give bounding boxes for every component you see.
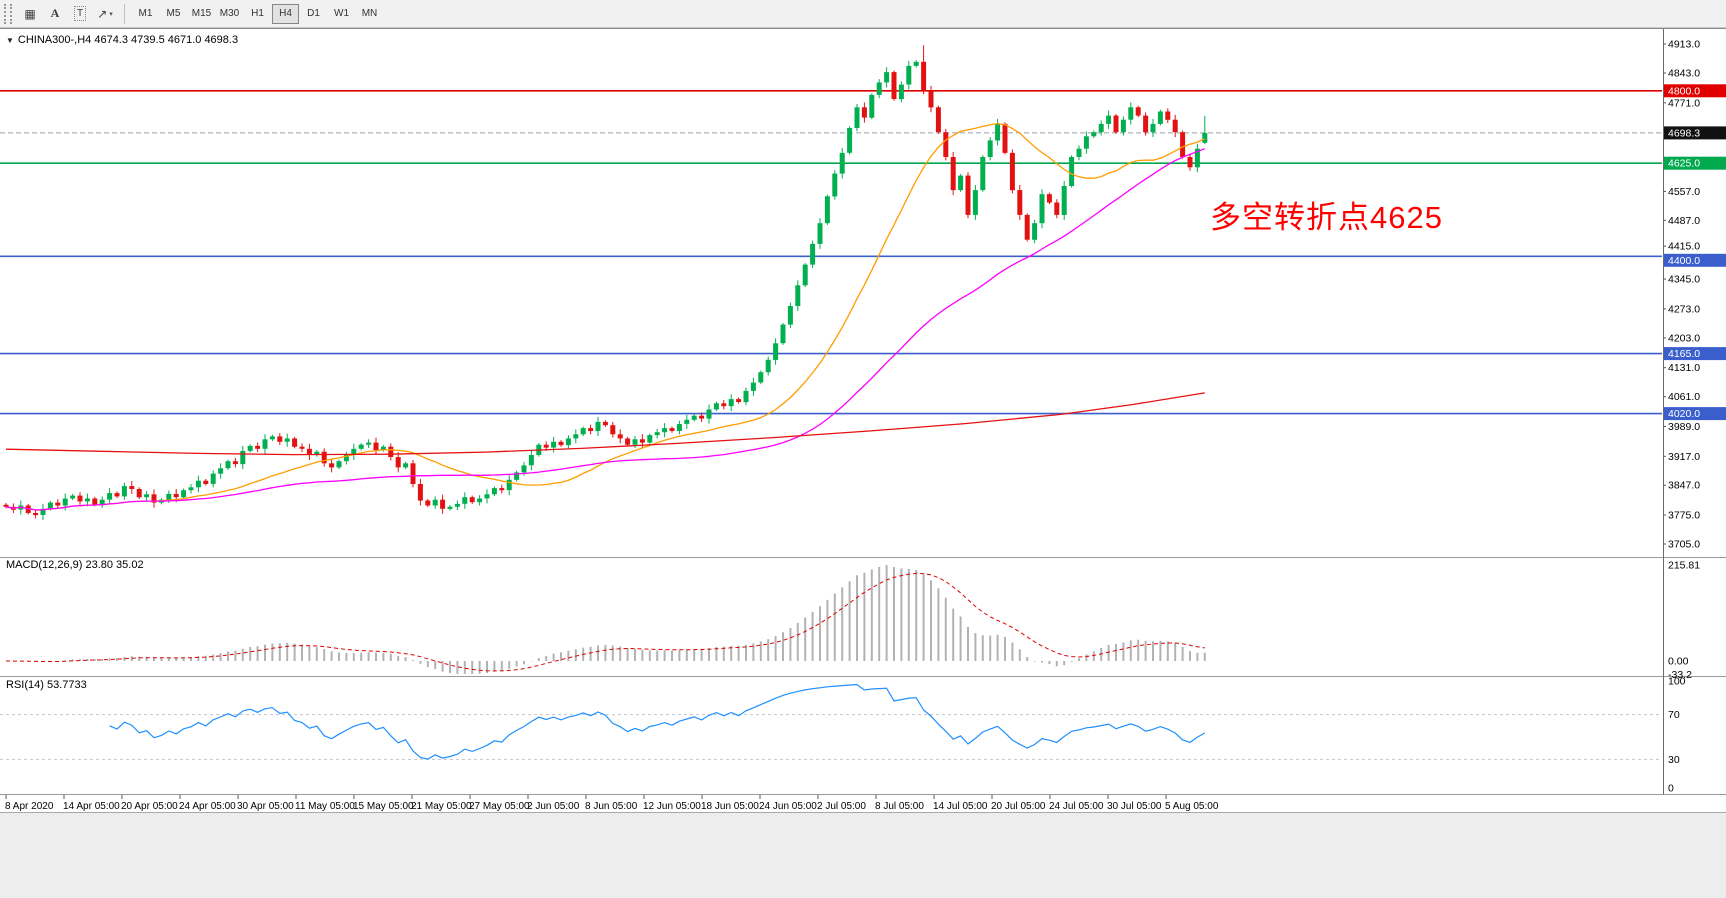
svg-text:30: 30: [1668, 754, 1680, 766]
text-annotation-tool-icon: A: [50, 6, 60, 20]
svg-text:24 Jun 05:00: 24 Jun 05:00: [759, 801, 817, 812]
svg-text:21 May 05:00: 21 May 05:00: [411, 801, 472, 812]
rsi-label: RSI(14) 53.7733: [6, 679, 87, 691]
svg-text:4415.0: 4415.0: [1668, 241, 1700, 253]
timeframe-m5-button[interactable]: M5: [166, 8, 181, 19]
svg-text:4557.0: 4557.0: [1668, 186, 1700, 198]
svg-text:3705.0: 3705.0: [1668, 539, 1700, 551]
drawing-tools-group: ▦ A T ↗ ▾: [18, 3, 117, 24]
toolbar-grip[interactable]: [4, 3, 12, 24]
arrow-draw-tool-icon: ↗: [97, 6, 108, 21]
svg-text:14 Apr 05:00: 14 Apr 05:00: [63, 801, 120, 812]
timeframe-m30-button[interactable]: M30: [219, 8, 240, 19]
chart-canvas[interactable]: 4913.0 4843.0 4771.0 4557.0 4487.0 4415.0 4345…: [0, 28, 1726, 812]
chevron-down-icon: ▾: [109, 10, 113, 18]
timeframe-group: M1 M5 M15 M30 H1 H4 D1 W1 MN: [132, 3, 383, 24]
timeframe-m1-button[interactable]: M1: [138, 8, 153, 19]
symbol-info[interactable]: ▼ CHINA300-,H4 4674.3 4739.5 4671.0 4698.…: [6, 34, 238, 46]
svg-text:4020.0: 4020.0: [1668, 408, 1700, 420]
macd-pane: 215.81 0.00-33.2: [5, 560, 1700, 681]
bottom-panel: [0, 812, 1726, 898]
svg-text:18 Jun 05:00: 18 Jun 05:00: [701, 801, 759, 812]
time-axis: 8 Apr 2020 14 Apr 05:00 20 Apr 05:00 24 Apr…: [5, 795, 1219, 812]
text-box-tool-button[interactable]: T: [68, 3, 92, 24]
svg-text:4698.3: 4698.3: [1668, 127, 1700, 139]
timeframe-h4-button[interactable]: H4: [272, 3, 299, 24]
svg-text:2 Jun 05:00: 2 Jun 05:00: [527, 801, 580, 812]
svg-text:4131.0: 4131.0: [1668, 362, 1700, 374]
candlesticks: [3, 45, 1208, 520]
svg-text:3847.0: 3847.0: [1668, 480, 1700, 492]
svg-text:4203.0: 4203.0: [1668, 332, 1700, 344]
svg-text:3775.0: 3775.0: [1668, 510, 1700, 522]
svg-text:8 Jul 05:00: 8 Jul 05:00: [875, 801, 924, 812]
svg-text:14 Jul 05:00: 14 Jul 05:00: [933, 801, 988, 812]
svg-text:4400.0: 4400.0: [1668, 255, 1700, 267]
svg-text:4843.0: 4843.0: [1668, 68, 1700, 80]
svg-text:12 Jun 05:00: 12 Jun 05:00: [643, 801, 701, 812]
svg-text:24 Apr 05:00: 24 Apr 05:00: [179, 801, 236, 812]
text-box-tool-icon: T: [73, 6, 87, 21]
rsi-pane: 100 70 30 0: [0, 676, 1686, 795]
svg-text:20 Apr 05:00: 20 Apr 05:00: [121, 801, 178, 812]
svg-text:100: 100: [1668, 676, 1686, 688]
svg-text:4345.0: 4345.0: [1668, 274, 1700, 286]
svg-text:-33.2: -33.2: [1668, 669, 1692, 681]
macd-label: MACD(12,26,9) 23.80 35.02: [6, 559, 144, 571]
svg-text:3989.0: 3989.0: [1668, 421, 1700, 433]
svg-text:11 May 05:00: 11 May 05:00: [295, 801, 355, 812]
svg-text:20 Jul 05:00: 20 Jul 05:00: [991, 801, 1046, 812]
svg-text:2 Jul 05:00: 2 Jul 05:00: [817, 801, 866, 812]
timeframe-d1-button[interactable]: D1: [307, 8, 320, 19]
svg-text:4487.0: 4487.0: [1668, 215, 1700, 227]
arrow-draw-tool-button[interactable]: ↗ ▾: [93, 3, 117, 24]
svg-text:4800.0: 4800.0: [1668, 85, 1700, 97]
timeframe-w1-button[interactable]: W1: [334, 8, 349, 19]
svg-text:4273.0: 4273.0: [1668, 303, 1700, 315]
svg-text:15 May 05:00: 15 May 05:00: [353, 801, 414, 812]
svg-text:3917.0: 3917.0: [1668, 451, 1700, 463]
timeframe-mn-button[interactable]: MN: [361, 8, 378, 19]
text-annotation-tool-button[interactable]: A: [43, 3, 67, 24]
toolbar-separator: [124, 3, 125, 24]
chevron-down-icon: ▼: [6, 36, 14, 45]
svg-text:0: 0: [1668, 783, 1674, 795]
svg-text:4625.0: 4625.0: [1668, 158, 1700, 170]
svg-text:5 Aug 05:00: 5 Aug 05:00: [1165, 801, 1219, 812]
symbol-ohlc-text: CHINA300-,H4 4674.3 4739.5 4671.0 4698.3: [17, 34, 239, 46]
svg-text:4061.0: 4061.0: [1668, 391, 1700, 403]
chart-grid-tool-icon: ▦: [24, 6, 36, 21]
svg-text:27 May 05:00: 27 May 05:00: [469, 801, 530, 812]
svg-text:215.81: 215.81: [1668, 560, 1700, 572]
svg-text:0.00: 0.00: [1668, 656, 1689, 668]
svg-text:30 Jul 05:00: 30 Jul 05:00: [1107, 801, 1162, 812]
svg-text:24 Jul 05:00: 24 Jul 05:00: [1049, 801, 1104, 812]
timeframe-h1-button[interactable]: H1: [251, 8, 264, 19]
svg-text:8 Apr 2020: 8 Apr 2020: [5, 801, 54, 812]
svg-text:4913.0: 4913.0: [1668, 39, 1700, 51]
moving-averages: [5, 122, 1206, 511]
horizontal-levels: [0, 89, 1662, 415]
svg-text:4771.0: 4771.0: [1668, 97, 1700, 109]
timeframe-m15-button[interactable]: M15: [191, 8, 212, 19]
svg-text:8 Jun 05:00: 8 Jun 05:00: [585, 801, 638, 812]
price-axis: 4913.0 4843.0 4771.0 4557.0 4487.0 4415.0 4345…: [1663, 39, 1726, 551]
chart-annotation[interactable]: 多空转折点4625: [1210, 200, 1443, 235]
svg-text:30 Apr 05:00: 30 Apr 05:00: [237, 801, 294, 812]
chart-window: 4913.0 4843.0 4771.0 4557.0 4487.0 4415.0 4345…: [0, 28, 1726, 812]
chart-grid-tool-button[interactable]: ▦: [18, 3, 42, 24]
chart-toolbar: ▦ A T ↗ ▾ M1 M5 M15 M30 H1 H4 D1 W1 MN: [0, 0, 1726, 28]
svg-text:70: 70: [1668, 709, 1680, 721]
svg-text:4165.0: 4165.0: [1668, 348, 1700, 360]
chart-frame: [0, 28, 1726, 795]
